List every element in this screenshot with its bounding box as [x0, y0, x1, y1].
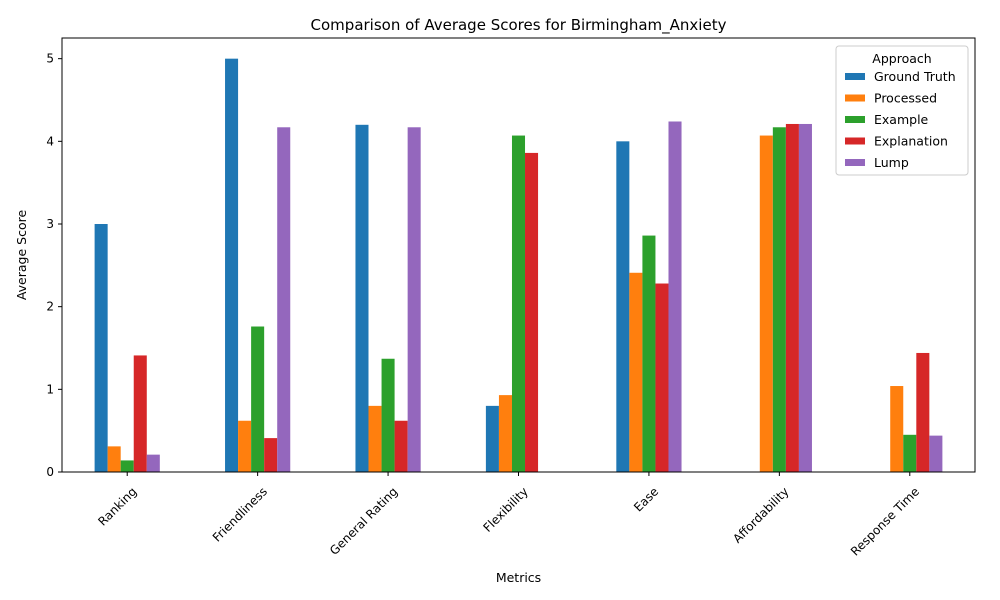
- bar-example: [120, 460, 134, 472]
- legend-swatch: [845, 73, 865, 80]
- bars-group: [94, 58, 943, 473]
- bar-lump: [798, 123, 812, 472]
- bar-explanation: [133, 355, 147, 472]
- bar-lump: [407, 127, 421, 472]
- y-tick-label: 2: [46, 300, 54, 314]
- legend-entry: Ground Truth: [874, 69, 956, 84]
- y-tick-label: 5: [46, 52, 54, 66]
- plot-frame: [61, 37, 976, 473]
- x-axis-label: Metrics: [496, 570, 541, 585]
- bar-explanation: [655, 283, 669, 472]
- y-tick-label: 0: [46, 465, 54, 479]
- legend-swatch: [845, 159, 865, 166]
- bar-example: [772, 127, 786, 472]
- legend-entry: Example: [874, 112, 929, 127]
- bar-processed: [890, 386, 904, 472]
- bar-processed: [759, 135, 773, 473]
- bar-explanation: [525, 152, 539, 472]
- bar-ground-truth: [355, 124, 369, 473]
- bar-lump: [668, 121, 682, 473]
- legend-swatch: [845, 94, 865, 102]
- y-tick-label: 3: [46, 217, 54, 231]
- bar-processed: [498, 395, 512, 472]
- bar-lump: [277, 127, 291, 472]
- legend-items: Ground Truth Processed Example Explanation L…: [845, 69, 956, 170]
- bar-ground-truth: [485, 405, 499, 472]
- bar-explanation: [785, 123, 799, 472]
- bar-ground-truth: [225, 58, 239, 473]
- bar-processed: [238, 420, 252, 472]
- bar-processed: [629, 272, 643, 472]
- legend-swatch: [845, 137, 865, 145]
- bar-lump: [929, 435, 943, 472]
- bar-example: [511, 135, 526, 473]
- y-tick-label: 4: [46, 134, 54, 148]
- legend-entry: Processed: [874, 91, 937, 106]
- bar-example: [251, 326, 265, 472]
- legend-swatch: [845, 116, 865, 123]
- bar-explanation: [394, 420, 408, 472]
- bar-example: [642, 235, 656, 472]
- y-axis-label: Average Score: [14, 210, 29, 301]
- legend-title: Approach: [872, 51, 931, 66]
- legend: Approach Ground Truth Processed Example Exp…: [835, 45, 969, 176]
- legend-entry: Explanation: [874, 134, 948, 149]
- legend-box: [835, 45, 969, 176]
- legend-entry: Lump: [874, 155, 909, 170]
- y-tick-label: 1: [46, 382, 54, 396]
- y-axis: 0 1 2 3 4 5: [46, 52, 62, 479]
- bar-ground-truth: [94, 224, 108, 472]
- bar-processed: [368, 405, 382, 472]
- chart-title: Comparison of Average Scores for Birming…: [311, 16, 727, 35]
- bar-example: [381, 358, 395, 472]
- bar-explanation: [264, 438, 278, 472]
- bar-lump: [146, 454, 160, 472]
- bar-explanation: [916, 352, 930, 472]
- bar-processed: [107, 446, 121, 472]
- bar-ground-truth: [616, 141, 630, 472]
- bar-example: [903, 434, 917, 472]
